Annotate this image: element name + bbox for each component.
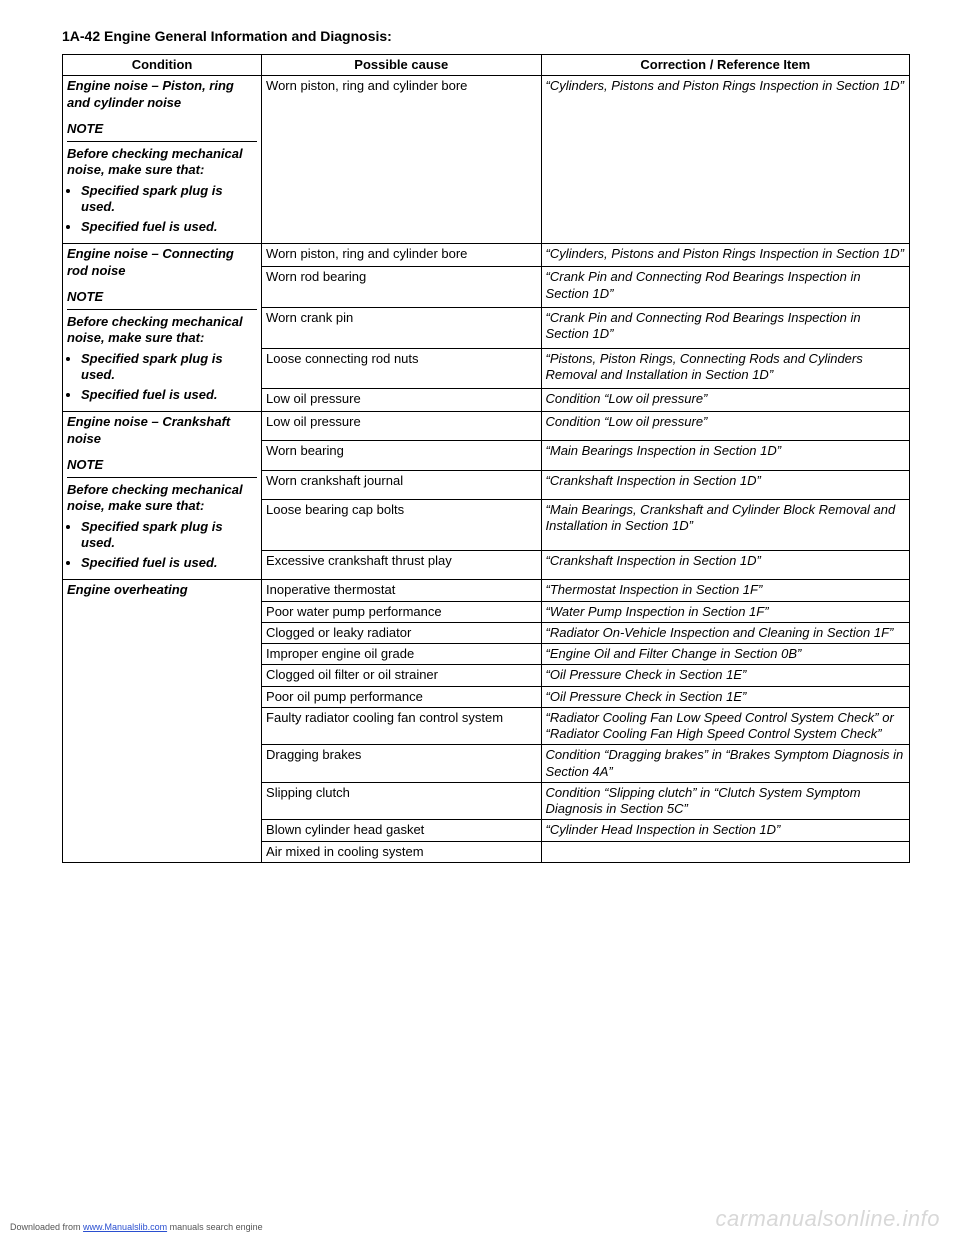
condition-cell: Engine noise – Crankshaft noiseNOTEBefor… [63,412,262,580]
download-footer: Downloaded from www.Manualslib.com manua… [10,1222,263,1232]
cause-cell: Blown cylinder head gasket [262,820,542,841]
table-row: Engine noise – Connecting rod noiseNOTEB… [63,244,910,267]
correction-cell: “Pistons, Piston Rings, Connecting Rods … [541,348,909,389]
correction-cell: “Thermostat Inspection in Section 1F” [541,580,909,601]
correction-cell: “Cylinder Head Inspection in Section 1D” [541,820,909,841]
cause-cell: Clogged oil filter or oil strainer [262,665,542,686]
correction-cell [541,841,909,862]
cause-cell: Worn bearing [262,441,542,470]
col-correction: Correction / Reference Item [541,55,909,76]
cause-cell: Faulty radiator cooling fan control syst… [262,707,542,745]
cause-cell: Improper engine oil grade [262,644,542,665]
cause-cell: Loose bearing cap bolts [262,499,542,550]
correction-cell: Condition “Low oil pressure” [541,389,909,412]
correction-cell: “Crankshaft Inspection in Section 1D” [541,551,909,580]
correction-cell: Condition “Dragging brakes” in “Brakes S… [541,745,909,783]
cause-cell: Poor water pump performance [262,601,542,622]
watermark: carmanualsonline.info [715,1206,940,1232]
cause-cell: Clogged or leaky radiator [262,622,542,643]
cause-cell: Dragging brakes [262,745,542,783]
cause-cell: Worn piston, ring and cylinder bore [262,244,542,267]
footer-link[interactable]: www.Manualslib.com [83,1222,167,1232]
correction-cell: “Cylinders, Pistons and Piston Rings Ins… [541,244,909,267]
cause-cell: Low oil pressure [262,412,542,441]
cause-cell: Worn rod bearing [262,267,542,308]
correction-cell: Condition “Low oil pressure” [541,412,909,441]
correction-cell: “Oil Pressure Check in Section 1E” [541,686,909,707]
correction-cell: “Cylinders, Pistons and Piston Rings Ins… [541,76,909,244]
cause-cell: Air mixed in cooling system [262,841,542,862]
col-condition: Condition [63,55,262,76]
cause-cell: Slipping clutch [262,782,542,820]
footer-prefix: Downloaded from [10,1222,83,1232]
cause-cell: Worn crank pin [262,307,542,348]
cause-cell: Worn crankshaft journal [262,470,542,499]
col-cause: Possible cause [262,55,542,76]
correction-cell: “Main Bearings Inspection in Section 1D” [541,441,909,470]
correction-cell: “Radiator Cooling Fan Low Speed Control … [541,707,909,745]
correction-cell: “Crank Pin and Connecting Rod Bearings I… [541,307,909,348]
cause-cell: Worn piston, ring and cylinder bore [262,76,542,244]
table-row: Engine noise – Piston, ring and cylinder… [63,76,910,244]
diagnosis-table: Condition Possible cause Correction / Re… [62,54,910,863]
condition-cell: Engine noise – Connecting rod noiseNOTEB… [63,244,262,412]
correction-cell: “Radiator On-Vehicle Inspection and Clea… [541,622,909,643]
condition-cell: Engine overheating [63,580,262,863]
condition-cell: Engine noise – Piston, ring and cylinder… [63,76,262,244]
correction-cell: “Water Pump Inspection in Section 1F” [541,601,909,622]
correction-cell: “Engine Oil and Filter Change in Section… [541,644,909,665]
cause-cell: Inoperative thermostat [262,580,542,601]
correction-cell: “Crank Pin and Connecting Rod Bearings I… [541,267,909,308]
correction-cell: “Crankshaft Inspection in Section 1D” [541,470,909,499]
footer-suffix: manuals search engine [167,1222,263,1232]
table-row: Engine noise – Crankshaft noiseNOTEBefor… [63,412,910,441]
correction-cell: “Main Bearings, Crankshaft and Cylinder … [541,499,909,550]
correction-cell: Condition “Slipping clutch” in “Clutch S… [541,782,909,820]
correction-cell: “Oil Pressure Check in Section 1E” [541,665,909,686]
cause-cell: Poor oil pump performance [262,686,542,707]
cause-cell: Low oil pressure [262,389,542,412]
page-header: 1A-42 Engine General Information and Dia… [62,28,910,44]
cause-cell: Loose connecting rod nuts [262,348,542,389]
cause-cell: Excessive crankshaft thrust play [262,551,542,580]
table-row: Engine overheatingInoperative thermostat… [63,580,910,601]
